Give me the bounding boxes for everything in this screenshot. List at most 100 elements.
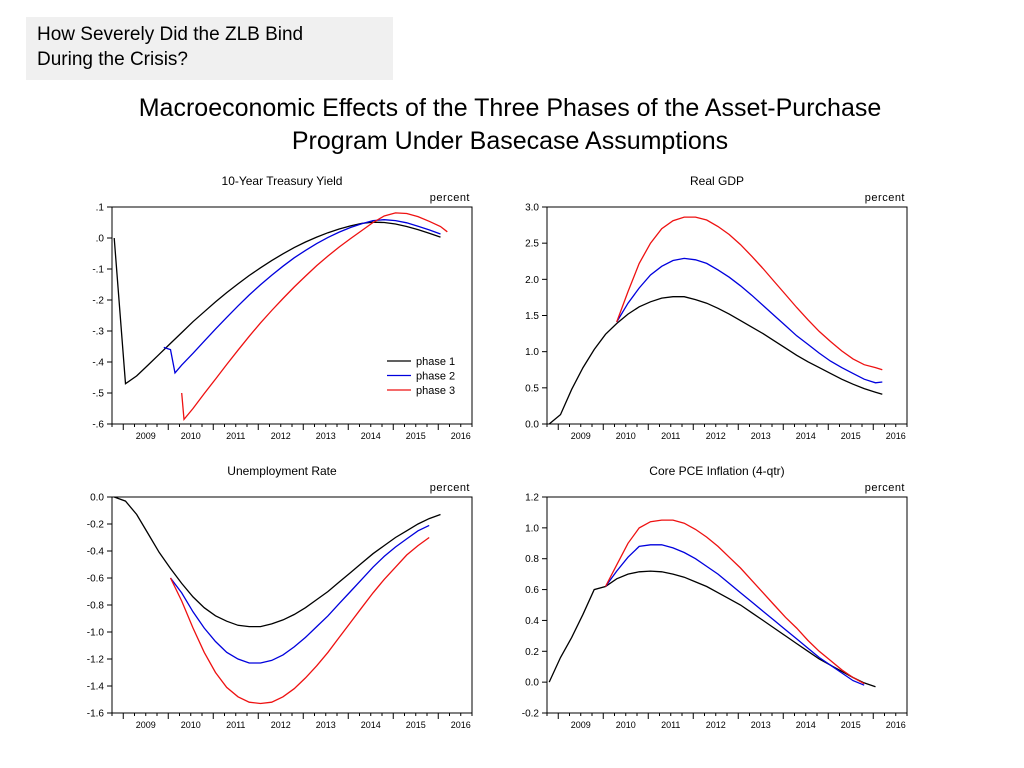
x-tick-label: 2014 bbox=[361, 720, 381, 730]
series-line-phase-1 bbox=[548, 570, 876, 688]
x-tick-label: 2012 bbox=[706, 720, 726, 730]
x-tick-label: 2016 bbox=[886, 720, 906, 730]
y-tick-label: -0.2 bbox=[87, 520, 105, 531]
series-line-phase-1 bbox=[113, 496, 441, 628]
y-tick-label: -1.4 bbox=[87, 682, 105, 693]
x-tick-label: 2014 bbox=[796, 431, 816, 441]
y-tick-label: -.3 bbox=[92, 327, 104, 338]
legend-entry: phase 2 bbox=[416, 371, 455, 383]
chart-title-gdp: Real GDP bbox=[690, 174, 744, 188]
x-tick-label: 2015 bbox=[841, 431, 861, 441]
y-tick-label: 0.0 bbox=[525, 420, 539, 431]
y-tick-label: 0.5 bbox=[525, 383, 539, 394]
x-tick-label: 2013 bbox=[316, 720, 336, 730]
x-tick-label: 2016 bbox=[886, 431, 906, 441]
x-tick-label: 2011 bbox=[661, 431, 680, 441]
x-tick-label: 2010 bbox=[616, 720, 636, 730]
series-line-phase-3 bbox=[604, 519, 865, 685]
chart-panel-pce: Core PCE Inflation (4-qtr) percent 1.2 1.0 0… bbox=[522, 464, 908, 730]
x-tick-label: 2013 bbox=[751, 720, 771, 730]
chart-panel-unemployment: Unemployment Rate percent 0.0 -0.2 -0.4 -0.6 -… bbox=[87, 464, 473, 730]
series-line-phase-2 bbox=[163, 219, 441, 375]
chart-unit-label-treasury: percent bbox=[430, 192, 470, 204]
y-tick-label: -0.8 bbox=[87, 601, 105, 612]
x-tick-label: 2013 bbox=[751, 431, 771, 441]
chart-unit-label-gdp: percent bbox=[865, 192, 905, 204]
y-tick-label: -0.2 bbox=[522, 709, 540, 720]
x-tick-label: 2015 bbox=[406, 431, 426, 441]
series-line-phase-3 bbox=[169, 536, 430, 705]
y-tick-label: .0 bbox=[96, 234, 105, 245]
y-tick-label: 1.5 bbox=[525, 311, 539, 322]
slide-header-box: How Severely Did the ZLB Bind During the… bbox=[26, 17, 393, 80]
y-tick-label: 0.0 bbox=[90, 493, 104, 504]
x-tick-label: 2011 bbox=[226, 720, 245, 730]
y-tick-label: -.2 bbox=[92, 296, 104, 307]
chart-title-unemployment: Unemployment Rate bbox=[227, 464, 337, 478]
chart-unit-label-unemployment: percent bbox=[430, 482, 470, 494]
y-tick-label: -1.2 bbox=[87, 655, 105, 666]
slide-title-line-2: Program Under Basecase Assumptions bbox=[291, 127, 729, 155]
series-line-phase-3 bbox=[616, 216, 883, 371]
y-tick-label: 0.6 bbox=[525, 585, 539, 596]
y-tick-label: -.5 bbox=[92, 389, 104, 400]
x-tick-label: 2011 bbox=[661, 720, 680, 730]
y-tick-label: -.1 bbox=[92, 265, 104, 276]
series-line-phase-1 bbox=[548, 296, 883, 425]
x-tick-label: 2010 bbox=[181, 431, 201, 441]
x-tick-label: 2009 bbox=[571, 720, 591, 730]
y-tick-label: 0.0 bbox=[525, 678, 539, 689]
x-tick-label: 2012 bbox=[706, 431, 726, 441]
slide-title: Macroeconomic Effects of the Three Phase… bbox=[90, 92, 930, 158]
slide-title-line-1: Macroeconomic Effects of the Three Phase… bbox=[138, 94, 882, 122]
y-tick-label: -0.6 bbox=[87, 574, 105, 585]
series-line-phase-3 bbox=[181, 212, 448, 422]
x-tick-label: 2015 bbox=[841, 720, 861, 730]
y-tick-label: .1 bbox=[96, 203, 105, 214]
slide-header-line-2: During the Crisis? bbox=[37, 49, 188, 70]
slide-header-line-1: How Severely Did the ZLB Bind bbox=[37, 24, 304, 45]
x-tick-label: 2014 bbox=[796, 720, 816, 730]
x-tick-label: 2009 bbox=[136, 720, 156, 730]
chart-panel-treasury: 10-Year Treasury Yield percent .1 .0 -.1 -.2 -… bbox=[92, 174, 473, 441]
x-tick-label: 2013 bbox=[316, 431, 336, 441]
plot-frame-gdp bbox=[546, 206, 908, 425]
y-tick-label: 0.8 bbox=[525, 554, 539, 565]
x-tick-label: 2014 bbox=[361, 431, 381, 441]
x-tick-label: 2012 bbox=[271, 720, 291, 730]
y-tick-label: -1.6 bbox=[87, 709, 105, 720]
y-tick-label: 1.0 bbox=[525, 347, 539, 358]
series-line-phase-2 bbox=[616, 257, 883, 384]
y-tick-label: 2.5 bbox=[525, 239, 539, 250]
series-line-phase-1 bbox=[113, 221, 441, 385]
legend-entry: phase 3 bbox=[416, 385, 455, 397]
y-tick-label: 2.0 bbox=[525, 275, 539, 286]
x-tick-label: 2012 bbox=[271, 431, 291, 441]
x-tick-label: 2010 bbox=[616, 431, 636, 441]
chart-panel-gdp: Real GDP percent 3.0 2.5 2.0 1.5 1.0 0.5 0.0 2009… bbox=[525, 174, 908, 441]
x-tick-label: 2010 bbox=[181, 720, 201, 730]
y-tick-label: 3.0 bbox=[525, 203, 539, 214]
x-tick-label: 2009 bbox=[571, 431, 591, 441]
y-tick-label: -1.0 bbox=[87, 628, 105, 639]
x-tick-label: 2016 bbox=[451, 431, 471, 441]
y-tick-label: -.4 bbox=[92, 358, 104, 369]
series-line-phase-2 bbox=[169, 524, 430, 664]
y-tick-label: 0.4 bbox=[525, 616, 539, 627]
y-tick-label: -.6 bbox=[92, 420, 104, 431]
plot-frame-unemployment bbox=[111, 496, 473, 714]
x-tick-label: 2009 bbox=[136, 431, 156, 441]
x-tick-label: 2015 bbox=[406, 720, 426, 730]
chart-title-treasury: 10-Year Treasury Yield bbox=[222, 174, 343, 188]
chart-unit-label-pce: percent bbox=[865, 482, 905, 494]
legend-entry: phase 1 bbox=[416, 356, 455, 368]
x-tick-label: 2016 bbox=[451, 720, 471, 730]
chart-title-pce: Core PCE Inflation (4-qtr) bbox=[649, 464, 784, 478]
y-tick-label: 1.0 bbox=[525, 523, 539, 534]
series-line-phase-2 bbox=[604, 544, 865, 686]
y-tick-label: -0.4 bbox=[87, 547, 105, 558]
x-tick-label: 2011 bbox=[226, 431, 245, 441]
y-tick-label: 1.2 bbox=[525, 493, 539, 504]
y-tick-label: 0.2 bbox=[525, 647, 539, 658]
